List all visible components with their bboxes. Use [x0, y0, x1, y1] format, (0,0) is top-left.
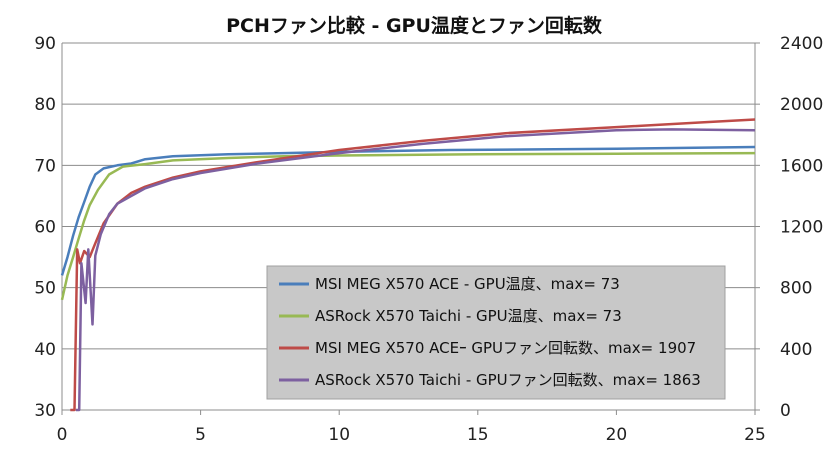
y2-tick-label: 400	[780, 340, 812, 360]
chart-title: PCHファン比較 - GPU温度とファン回転数	[226, 14, 603, 37]
y-tick-label: 40	[34, 340, 56, 360]
x-tick-label: 10	[328, 425, 350, 445]
y2-tick-label: 1600	[780, 156, 823, 176]
y-tick-label: 30	[34, 401, 56, 421]
y2-tick-label: 1200	[780, 218, 823, 238]
x-tick-label: 15	[467, 425, 489, 445]
x-tick-label: 25	[744, 425, 766, 445]
x-tick-label: 20	[606, 425, 628, 445]
x-tick-label: 5	[195, 425, 206, 445]
series-line-1	[60, 145, 756, 276]
series-line-4	[75, 128, 756, 412]
legend-label-4: ASRock X570 Taichi - GPUファン回転数、max= 1863	[315, 371, 701, 389]
legend-label-2: ASRock X570 Taichi - GPU温度、max= 73	[315, 307, 622, 325]
legend-label-3: MSI MEG X570 ACEｰ GPUファン回転数、max= 1907	[315, 339, 696, 357]
legend: MSI MEG X570 ACE - GPU温度、max= 73 ASRock X…	[266, 265, 726, 400]
y2-tick-label: 800	[780, 279, 812, 299]
series-line-2	[60, 151, 756, 301]
legend-box	[266, 265, 726, 400]
y2-tick-label: 0	[780, 401, 791, 421]
y-tick-label: 60	[34, 218, 56, 238]
y-tick-label: 50	[34, 279, 56, 299]
y2-tick-label: 2000	[780, 95, 823, 115]
y-tick-label: 70	[34, 156, 56, 176]
y2-tick-label: 2400	[780, 34, 823, 54]
axes: 30 40 50 60 70 80 90 0 400 800 1200 1600 2000 2400 0 5 1…	[34, 34, 823, 445]
series-line-3	[70, 118, 756, 412]
legend-label-1: MSI MEG X570 ACE - GPU温度、max= 73	[315, 275, 620, 293]
x-tick-label: 0	[57, 425, 68, 445]
y-tick-label: 90	[34, 34, 56, 54]
series-layer	[60, 118, 756, 412]
y-tick-label: 80	[34, 95, 56, 115]
